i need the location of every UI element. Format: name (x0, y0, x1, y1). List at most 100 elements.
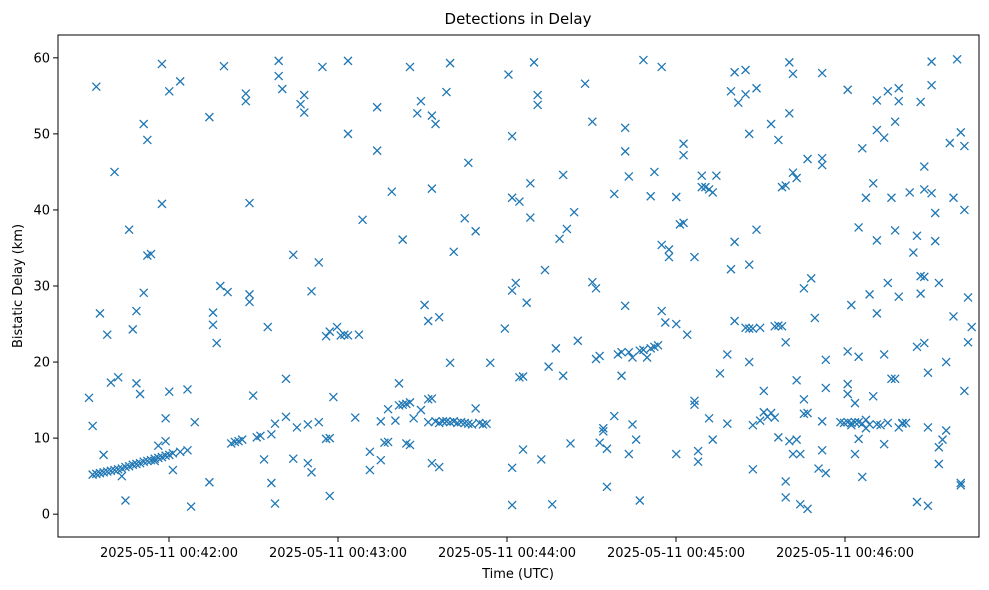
x-tick-label: 2025-05-11 00:46:00 (776, 546, 914, 561)
data-point (679, 139, 689, 149)
data-point (642, 353, 652, 362)
data-point (431, 119, 440, 129)
data-point (773, 135, 783, 145)
data-point (879, 133, 889, 143)
data-point (121, 496, 130, 505)
data-point (91, 82, 101, 92)
data-point (390, 416, 400, 426)
data-point (916, 271, 926, 281)
data-point (522, 298, 532, 308)
data-point (657, 240, 667, 250)
data-point (587, 277, 597, 287)
data-point (919, 184, 929, 194)
data-point (890, 374, 900, 384)
data-point (183, 445, 192, 455)
y-tick-label: 10 (33, 432, 50, 447)
data-point (923, 368, 933, 378)
data-point (653, 340, 663, 350)
data-point (788, 69, 798, 79)
data-point (533, 90, 543, 100)
data-point (321, 434, 331, 444)
data-point (934, 459, 944, 469)
data-point (872, 125, 882, 135)
data-point (288, 454, 298, 464)
data-point (722, 349, 732, 359)
data-point (843, 346, 853, 356)
data-point (598, 423, 608, 433)
data-point (325, 327, 335, 337)
data-point (908, 248, 918, 257)
data-point (773, 321, 783, 331)
y-tick-label: 40 (33, 203, 50, 218)
data-point (124, 225, 134, 235)
data-point (317, 62, 327, 72)
data-point (821, 383, 831, 393)
data-point (846, 300, 856, 310)
data-point (744, 260, 754, 270)
data-point (708, 435, 718, 445)
data-point (281, 412, 291, 422)
data-point (773, 432, 783, 442)
data-point (452, 418, 462, 428)
data-point (423, 417, 433, 427)
data-point (817, 445, 827, 455)
data-point (872, 308, 882, 318)
data-point (857, 143, 867, 153)
data-point (328, 392, 338, 402)
data-point (525, 178, 535, 188)
data-point (660, 318, 670, 327)
data-point (139, 457, 149, 467)
data-point (343, 129, 353, 139)
data-point (405, 440, 415, 450)
data-point (726, 264, 736, 274)
data-point (868, 178, 878, 188)
data-point (697, 182, 707, 192)
data-point (927, 57, 937, 67)
data-point (139, 119, 149, 129)
data-point (146, 249, 156, 259)
data-point (106, 466, 116, 476)
data-point (99, 467, 109, 477)
x-axis-label: Time (UTC) (481, 567, 554, 582)
data-point (930, 208, 940, 218)
data-point (704, 413, 714, 423)
data-point (511, 278, 521, 288)
data-point (631, 435, 641, 445)
data-point (839, 418, 849, 428)
data-point (843, 379, 853, 389)
plot-area (84, 54, 977, 514)
data-point (788, 168, 798, 178)
data-point (890, 226, 900, 235)
data-point (799, 283, 809, 293)
data-point (872, 235, 882, 245)
data-point (741, 323, 751, 333)
data-point (963, 337, 973, 347)
data-point (671, 192, 681, 202)
data-point (274, 56, 284, 66)
data-point (237, 435, 247, 445)
data-point (558, 170, 568, 180)
y-tick-label: 60 (33, 51, 50, 66)
data-point (748, 464, 758, 474)
data-point (770, 321, 780, 331)
y-axis-label: Bistatic Delay (km) (11, 224, 26, 348)
data-point (752, 225, 761, 235)
data-point (142, 456, 152, 466)
data-point (784, 436, 794, 446)
data-point (817, 153, 827, 163)
data-point (354, 330, 364, 340)
data-point (949, 311, 958, 321)
data-point (445, 417, 455, 427)
data-point (562, 224, 572, 234)
data-point (164, 86, 174, 96)
data-point (598, 426, 608, 436)
data-point (620, 146, 630, 156)
data-point (620, 123, 630, 133)
data-point (296, 99, 306, 109)
data-point (409, 413, 419, 423)
data-point (303, 419, 313, 429)
data-point (95, 308, 105, 318)
data-point (416, 405, 426, 415)
data-point (263, 322, 273, 332)
data-point (715, 369, 725, 378)
